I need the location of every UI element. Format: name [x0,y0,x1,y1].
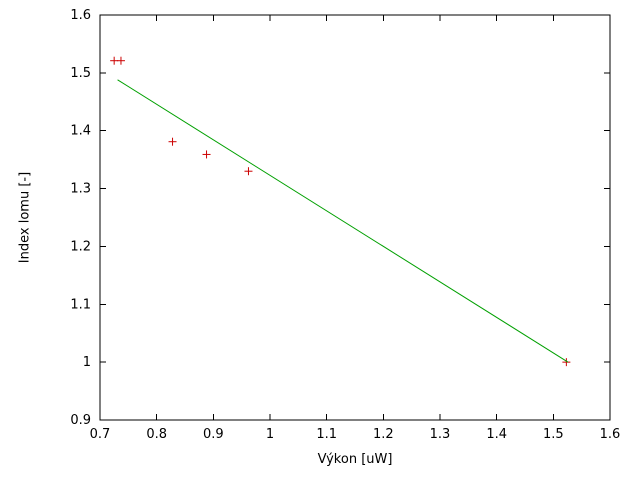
svg-text:0.9: 0.9 [70,413,91,428]
svg-text:1.4: 1.4 [486,427,507,442]
svg-text:1: 1 [266,427,274,442]
svg-text:1: 1 [83,355,91,370]
x-axis-label: Výkon [uW] [317,452,393,467]
svg-text:1.4: 1.4 [70,124,91,139]
svg-text:1.2: 1.2 [373,427,394,442]
svg-text:0.9: 0.9 [203,427,224,442]
svg-text:1.1: 1.1 [316,427,337,442]
svg-text:1.2: 1.2 [70,239,91,254]
svg-text:1.5: 1.5 [70,66,91,81]
svg-text:1.6: 1.6 [70,8,91,23]
svg-text:0.7: 0.7 [90,427,111,442]
svg-text:1.6: 1.6 [600,427,621,442]
svg-text:0.8: 0.8 [146,427,167,442]
svg-text:1.3: 1.3 [70,182,91,197]
y-axis-label: Index lomu [-] [17,171,33,264]
svg-text:1.3: 1.3 [430,427,451,442]
svg-text:1.5: 1.5 [543,427,564,442]
svg-text:1.1: 1.1 [70,297,91,312]
